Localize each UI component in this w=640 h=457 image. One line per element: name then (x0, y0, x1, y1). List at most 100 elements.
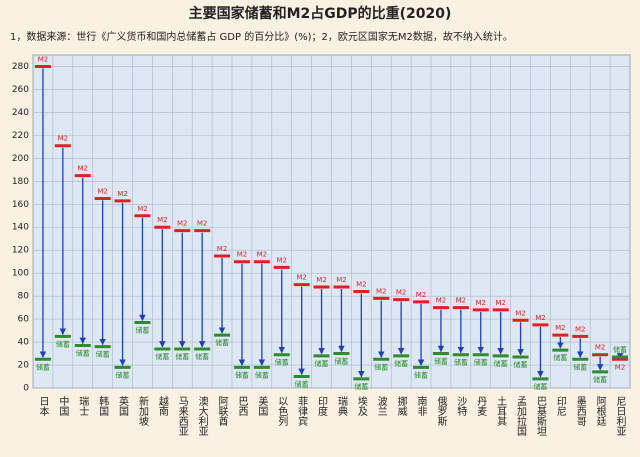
value-label: M2 (436, 297, 447, 305)
value-label: 储蓄 (533, 382, 547, 391)
x-tick-label: 菲律宾 (296, 396, 308, 427)
x-tick-label: 瑞士 (77, 396, 89, 416)
value-label: 储蓄 (354, 382, 368, 391)
x-tick-label: 韩国 (97, 395, 109, 417)
x-tick-label: 土耳其 (495, 395, 507, 427)
x-tick-label: 阿根廷 (594, 396, 606, 427)
value-label: 储蓄 (275, 358, 289, 367)
x-tick-label: 美国 (256, 395, 268, 417)
value-label: M2 (456, 297, 467, 305)
x-tick-label: 瑞典 (335, 396, 347, 417)
value-label: M2 (316, 276, 327, 284)
value-label: M2 (595, 344, 606, 352)
x-tick-label: 日本 (37, 396, 49, 417)
value-label: 储蓄 (235, 370, 249, 379)
value-label: 储蓄 (514, 360, 528, 369)
x-tick-label: 巴基斯坦 (534, 396, 546, 436)
x-tick-label: 挪威 (395, 395, 407, 417)
value-label: M2 (495, 299, 506, 307)
value-label: 储蓄 (255, 370, 269, 379)
y-tick-label: 220 (12, 131, 29, 141)
value-label: M2 (555, 324, 566, 332)
x-tick-label: 以色列 (276, 396, 288, 427)
x-tick-label: 墨西哥 (574, 396, 586, 426)
value-label: 储蓄 (573, 362, 587, 371)
value-label: M2 (217, 245, 228, 253)
value-label: M2 (336, 276, 347, 284)
x-tick-label: 新加坡 (136, 395, 148, 427)
value-label: M2 (38, 55, 49, 63)
y-tick-label: 80 (18, 292, 30, 302)
value-label: 储蓄 (494, 359, 508, 368)
value-label: 储蓄 (613, 345, 627, 354)
value-label: 储蓄 (295, 380, 309, 389)
y-tick-label: 240 (12, 108, 29, 118)
y-tick-label: 260 (12, 85, 29, 95)
value-label: 储蓄 (414, 370, 428, 379)
x-tick-label: 孟加拉国 (515, 396, 527, 437)
value-label: M2 (356, 281, 367, 289)
x-tick-label: 巴西 (236, 396, 248, 416)
value-label: 储蓄 (96, 350, 110, 359)
value-label: M2 (535, 314, 546, 322)
value-label: M2 (97, 188, 108, 196)
value-label: M2 (257, 251, 268, 259)
value-label: 储蓄 (334, 357, 348, 366)
chart-title: 主要国家储蓄和M2占GDP的比重(2020) (189, 5, 452, 22)
value-label: M2 (157, 216, 168, 224)
value-label: M2 (277, 256, 288, 264)
y-tick-label: 200 (12, 154, 29, 164)
value-label: 储蓄 (195, 352, 209, 361)
value-label: 储蓄 (394, 359, 408, 368)
x-tick-label: 波兰 (375, 395, 387, 416)
value-label: M2 (416, 291, 427, 299)
x-tick-label: 印尼 (554, 396, 566, 417)
value-label: 储蓄 (434, 357, 448, 366)
x-tick-label: 俄罗斯 (435, 396, 447, 427)
value-label: 储蓄 (474, 358, 488, 367)
value-label: 储蓄 (175, 352, 189, 361)
x-tick-label: 印度 (316, 396, 328, 417)
x-tick-label: 南非 (415, 395, 427, 417)
value-label: M2 (177, 220, 188, 228)
y-tick-label: 160 (12, 200, 29, 210)
subtitle: 1，数据来源：世行《广义货币和国内总储蓄占 GDP 的百分比》(%)；2，欧元区… (10, 30, 513, 43)
y-tick-label: 20 (18, 361, 30, 371)
value-label: M2 (137, 205, 148, 213)
value-label: M2 (78, 165, 89, 173)
value-label: M2 (476, 299, 487, 307)
value-label: M2 (296, 274, 307, 282)
x-tick-label: 埃及 (355, 395, 367, 417)
value-label: 储蓄 (36, 362, 50, 371)
y-tick-label: 120 (12, 246, 29, 256)
value-label: 储蓄 (593, 375, 607, 384)
x-tick-label: 越南 (156, 395, 168, 416)
y-tick-label: 280 (12, 62, 29, 72)
value-label: M2 (396, 289, 407, 297)
x-tick-label: 沙特 (455, 396, 467, 416)
value-label: M2 (575, 325, 586, 333)
x-tick-label: 马来西亚 (176, 396, 188, 436)
value-label: 储蓄 (553, 353, 567, 362)
y-tick-label: 60 (18, 315, 30, 325)
x-tick-label: 阿联酋 (216, 396, 228, 427)
value-label: 储蓄 (374, 362, 388, 371)
value-label: 储蓄 (76, 349, 90, 358)
value-label: M2 (515, 309, 526, 317)
value-label: M2 (58, 135, 69, 143)
x-tick-label: 尼日利亚 (614, 396, 626, 436)
value-label: 储蓄 (215, 338, 229, 347)
value-label: M2 (615, 363, 626, 371)
value-label: 储蓄 (56, 339, 70, 348)
y-tick-label: 40 (18, 338, 30, 348)
value-label: 储蓄 (155, 352, 169, 361)
x-tick-label: 英国 (117, 395, 129, 417)
y-tick-label: 140 (12, 223, 29, 233)
value-label: 储蓄 (135, 326, 149, 335)
x-tick-label: 丹麦 (475, 396, 487, 417)
value-label: 储蓄 (454, 358, 468, 367)
x-tick-label: 中国 (57, 395, 69, 417)
value-label: M2 (376, 287, 387, 295)
x-tick-label: 澳大利亚 (196, 395, 208, 436)
